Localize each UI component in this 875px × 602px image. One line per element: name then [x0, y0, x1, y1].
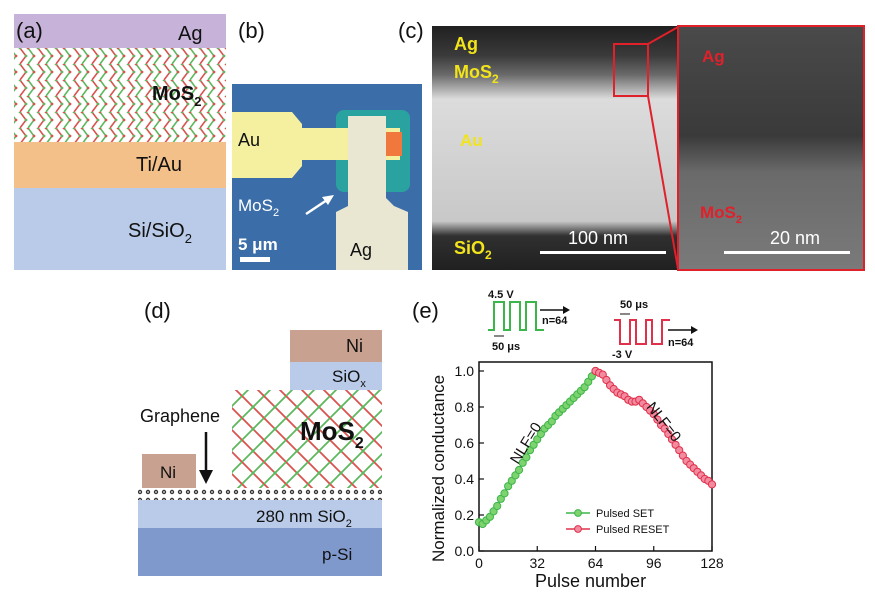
ni-left-label: Ni [160, 463, 176, 482]
set-pulse-train [488, 301, 544, 331]
si-sio2-layer [14, 188, 226, 270]
panel-c: (c) Ag MoS2 Au SiO2 100 nm Ag MoS2 20 nm [398, 18, 865, 271]
ni-left-contact [142, 454, 196, 488]
y-tick-label: 0.2 [455, 507, 475, 523]
y-ticks: 0.0 0.2 0.4 0.6 0.8 1.0 [455, 363, 484, 559]
siox-label: SiOx [332, 367, 366, 390]
scale-bar-c1 [540, 251, 666, 254]
mos2-label-b: MoS2 [238, 196, 279, 219]
set-count-arrowhead [563, 306, 570, 314]
ag-label-b: Ag [350, 240, 372, 260]
conductance-chart: 0 32 64 96 128 0.0 0.2 0.4 0.6 0.8 1.0 Pulse numb… [429, 361, 724, 591]
nlf-annotation-reset: NLF=0 [643, 399, 684, 445]
y-axis-label: Normalized conductance [429, 375, 448, 562]
sio2-label-c: SiO2 [454, 238, 492, 262]
mos2-layer-d [232, 390, 382, 488]
series-group [474, 366, 717, 529]
x-ticks: 0 32 64 96 128 [475, 546, 724, 571]
panel-e: (e) 4.5 V n=64 50 μs 50 μs n=64 -3 V 0 32… [412, 289, 724, 591]
mos2-layer-a [14, 48, 226, 142]
scale-bar-b [240, 257, 270, 262]
x-tick-label: 96 [646, 555, 662, 571]
legend: Pulsed SET Pulsed RESET [566, 508, 670, 536]
ni-top-contact [290, 330, 382, 362]
sio2-label-d: 280 nm SiO2 [256, 507, 352, 530]
panel-a: (a) Ag MoS2 Ti/Au Si/SiO2 [14, 14, 226, 270]
panel-b: (b) Au MoS2 Ag 5 μm [232, 18, 422, 270]
set-data-point [493, 501, 502, 511]
reset-pulse-count: n=64 [668, 337, 694, 349]
set-data-point [522, 453, 531, 462]
scale-bar-label-b: 5 μm [238, 235, 278, 254]
zoom-ag-label: Ag [702, 47, 725, 66]
tem-image [432, 26, 678, 270]
legend-set-marker [574, 509, 582, 517]
ni-top-label: Ni [346, 336, 363, 356]
ag-label-c: Ag [454, 34, 478, 54]
reset-pulse-schematic: 50 μs n=64 -3 V [612, 299, 698, 361]
tem-zoom-image [677, 25, 865, 271]
ti-au-label: Ti/Au [136, 154, 182, 176]
mos2-label-c: MoS2 [454, 62, 499, 86]
set-pulse-schematic: 4.5 V n=64 50 μs [488, 289, 570, 353]
reset-pulse-voltage: -3 V [612, 349, 633, 361]
siox-layer [290, 362, 382, 390]
scale-bar-label-c1: 100 nm [568, 228, 628, 248]
panel-d: (d) Ni SiOx Graphene MoS2 Ni 280 nm SiO2… [138, 298, 382, 576]
panel-a-label: (a) [16, 18, 43, 43]
set-pulse-voltage: 4.5 V [488, 289, 514, 301]
y-tick-label: 1.0 [455, 363, 475, 379]
sio2-layer-d [138, 500, 382, 528]
set-data-point [514, 465, 524, 475]
psi-layer [138, 528, 382, 576]
legend-reset-label: Pulsed RESET [596, 524, 670, 536]
y-tick-label: 0.4 [455, 471, 475, 487]
au-label-c: Au [460, 131, 483, 150]
x-tick-label: 128 [700, 555, 724, 571]
graphene-label: Graphene [140, 406, 220, 426]
zoom-line-bottom [647, 95, 679, 270]
set-pulse-count: n=64 [542, 315, 568, 327]
ag-electrode [336, 116, 408, 270]
mos2-label-d: MoS2 [300, 416, 364, 452]
set-data-point [500, 489, 509, 498]
reset-pulse-train [614, 319, 670, 345]
x-tick-label: 0 [475, 555, 483, 571]
panel-d-label: (d) [144, 298, 171, 323]
au-label-b: Au [238, 130, 260, 150]
legend-reset-marker [574, 525, 582, 533]
graphene-layer [138, 488, 382, 500]
reset-count-arrowhead [691, 326, 698, 334]
reset-pulse-width: 50 μs [620, 299, 648, 311]
reset-data-point [707, 480, 717, 489]
set-pulse-width: 50 μs [492, 341, 520, 353]
scale-bar-c2 [724, 251, 850, 254]
x-tick-label: 32 [529, 555, 545, 571]
graphene-arrowhead [199, 470, 213, 484]
panel-c-label: (c) [398, 18, 424, 43]
x-axis-label: Pulse number [535, 571, 646, 591]
scale-bar-label-c2: 20 nm [770, 228, 820, 248]
zoom-mos2-label: MoS2 [700, 203, 742, 226]
panel-e-label: (e) [412, 298, 439, 323]
ag-layer-a [14, 14, 226, 48]
y-tick-label: 0.6 [455, 435, 475, 451]
panel-b-label: (b) [238, 18, 265, 43]
y-tick-label: 0.0 [455, 543, 475, 559]
y-tick-label: 0.8 [455, 399, 475, 415]
ti-au-layer [14, 142, 226, 188]
ag-label-a: Ag [178, 23, 202, 45]
si-sio2-label: Si/SiO2 [128, 220, 192, 246]
zoom-line-top [647, 26, 679, 45]
zoom-region-box [613, 43, 649, 97]
legend-set-label: Pulsed SET [596, 508, 654, 520]
mos2-label-a: MoS2 [152, 83, 201, 109]
x-tick-label: 64 [588, 555, 604, 571]
psi-label: p-Si [322, 545, 352, 564]
mos2-arrowhead-b [322, 195, 334, 205]
